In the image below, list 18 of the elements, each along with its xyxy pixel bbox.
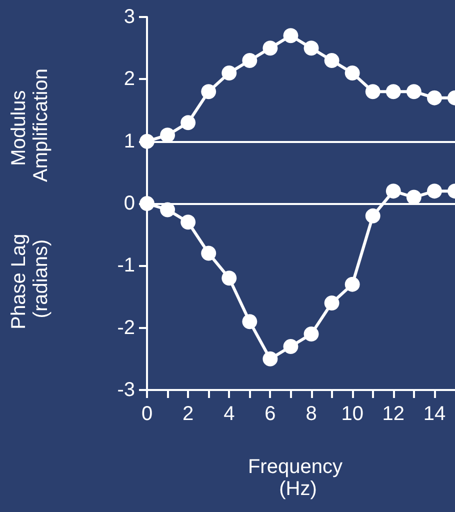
y-axis-title: Modulus Amplification (8, 68, 52, 182)
y-tick-label: 0 (124, 192, 135, 214)
x-tick-label: 4 (224, 403, 235, 425)
x-tick-label: 12 (382, 403, 405, 425)
x-tick-label: 2 (182, 403, 194, 425)
x-tick-label: 14 (423, 403, 446, 425)
text: Phase Lag (radians) (8, 228, 52, 330)
y-tick-label: 3 (124, 6, 135, 28)
y-tick-label: -2 (117, 316, 135, 339)
y-tick-label: -1 (117, 254, 135, 277)
y-tick-label: 1 (124, 130, 135, 152)
x-tick-label: 0 (141, 403, 153, 425)
x-tick-label: 10 (341, 403, 364, 425)
x-axis-title: Frequency (Hz) (248, 456, 348, 500)
x-tick-label: 6 (264, 403, 276, 425)
y-tick-label: 2 (124, 68, 135, 90)
y-tick-label: -3 (117, 379, 135, 401)
x-tick-label: 8 (306, 403, 317, 425)
